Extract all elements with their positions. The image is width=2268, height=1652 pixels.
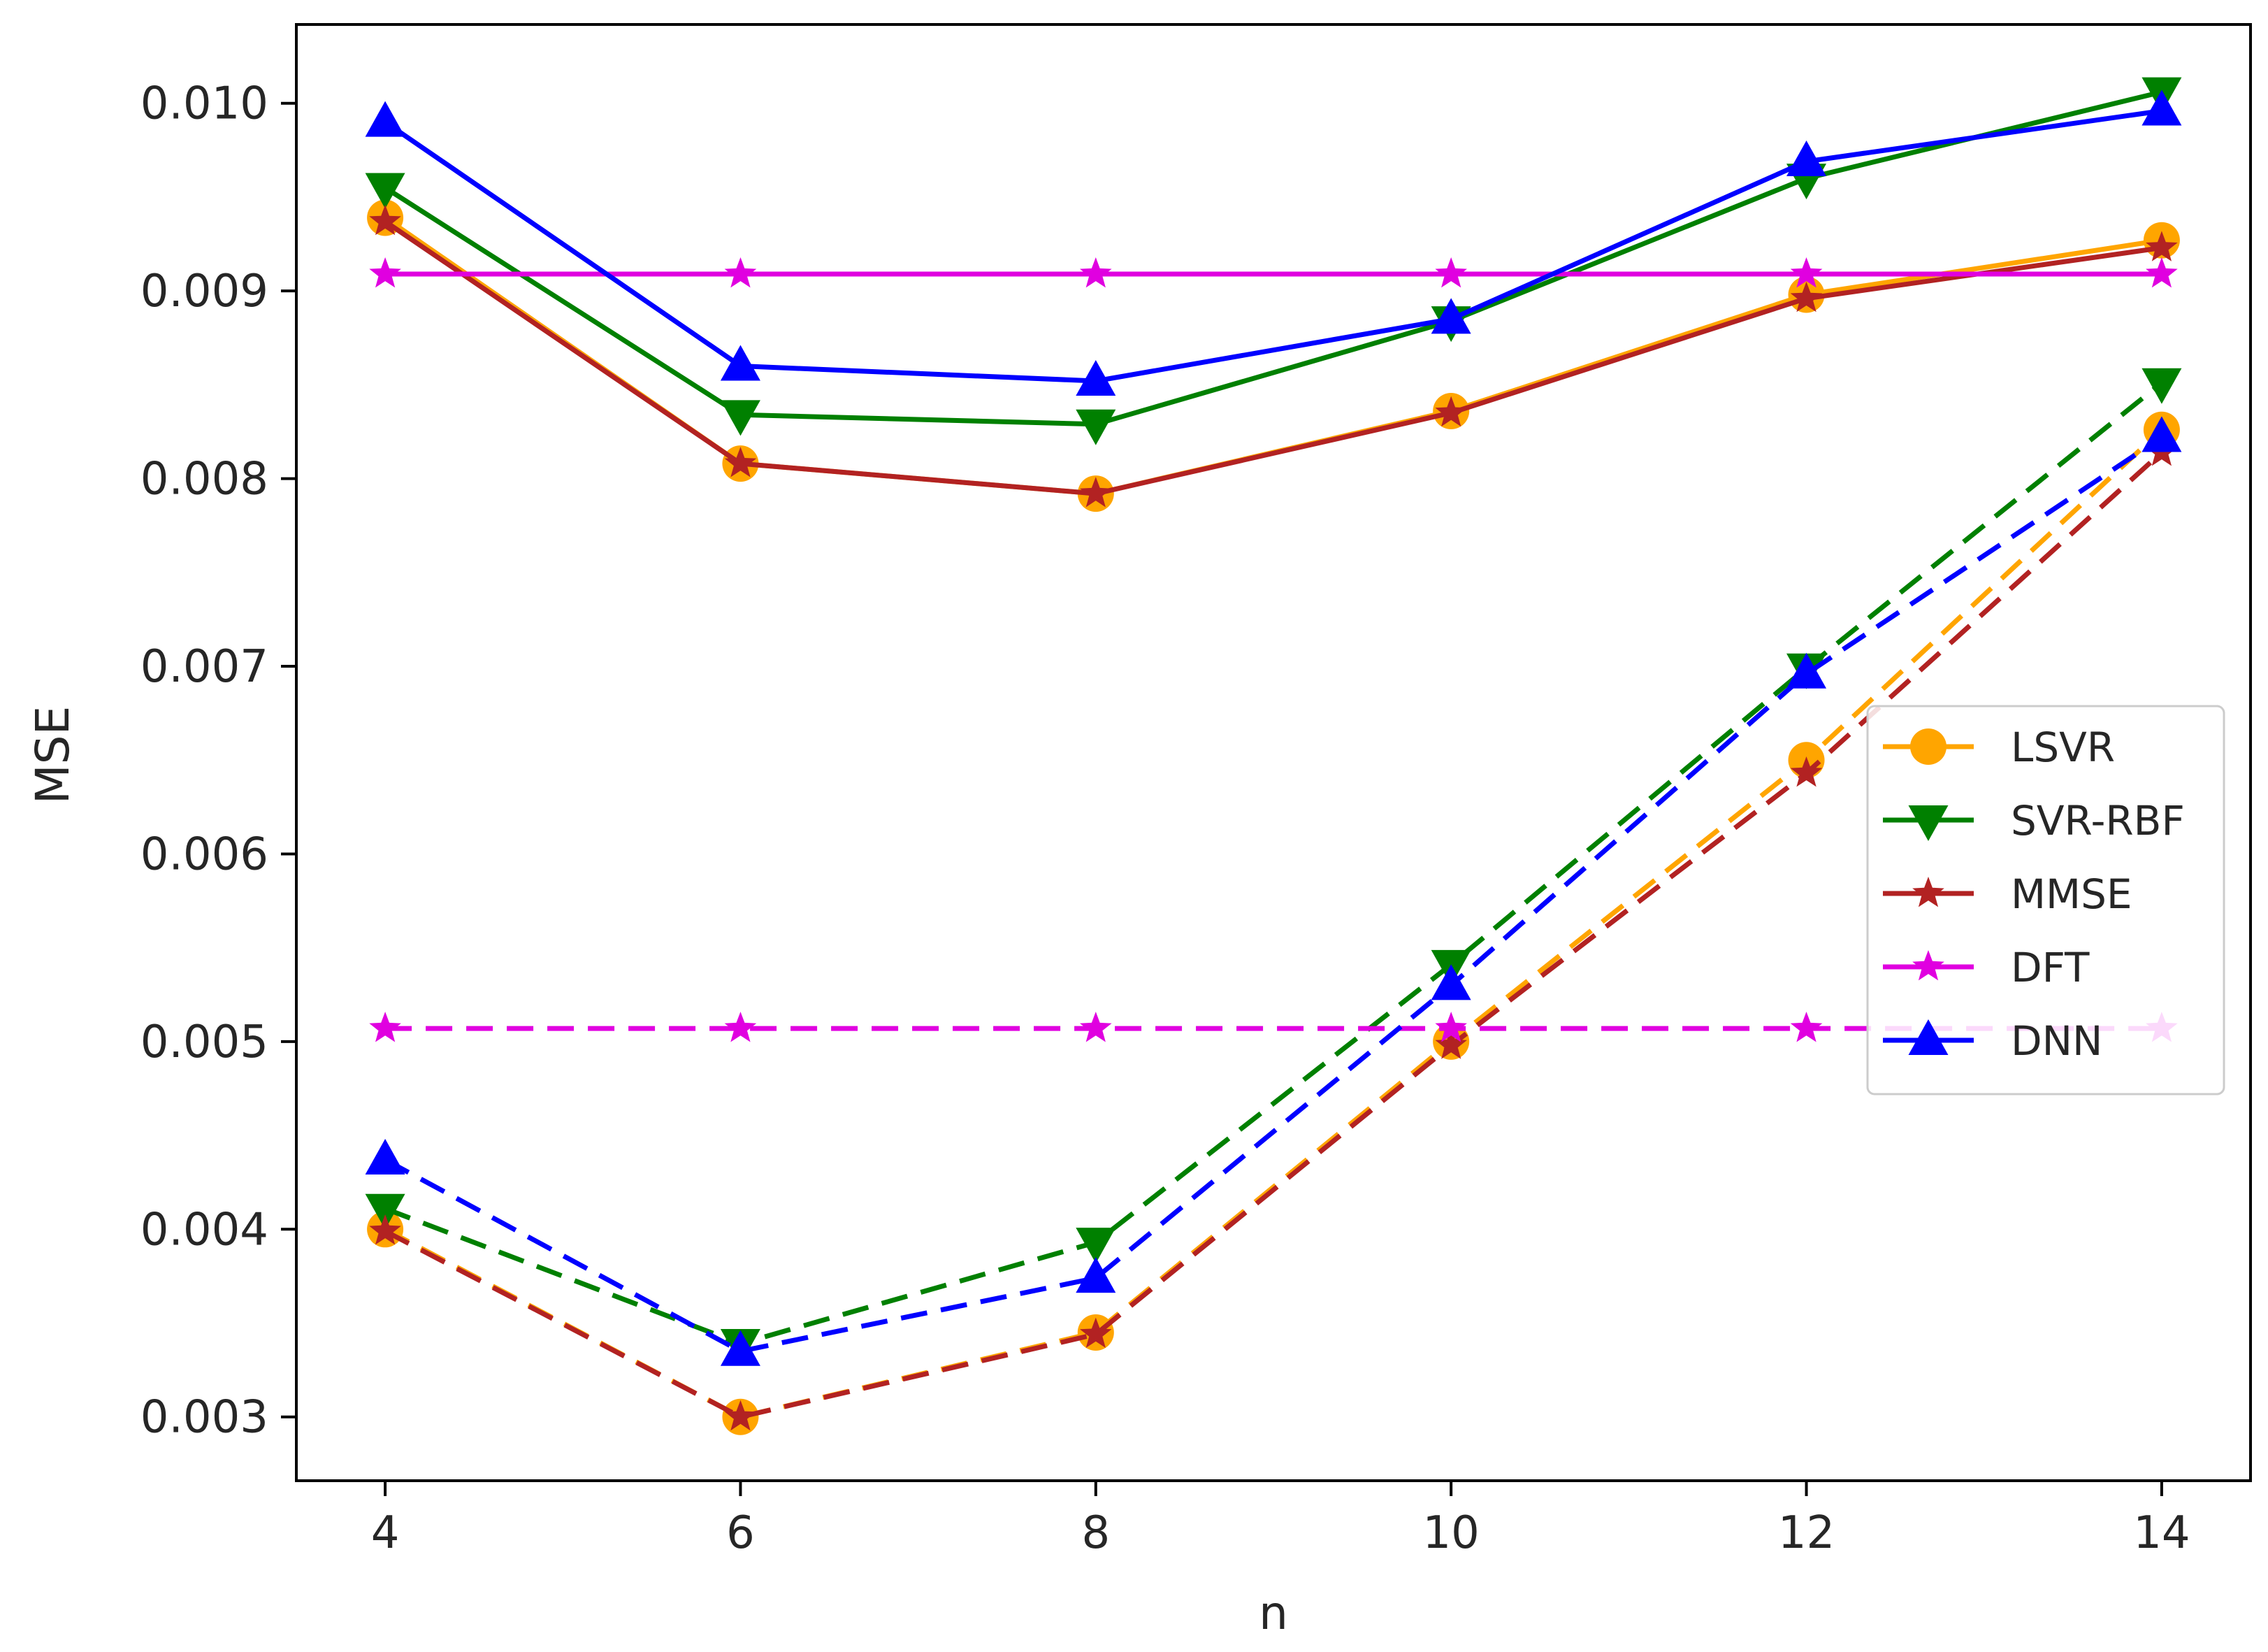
legend-item-dft: DFT (1883, 944, 2090, 991)
y-tick-label: 0.006 (140, 828, 268, 880)
legend-label: DFT (2011, 944, 2090, 991)
series-layer (365, 77, 2182, 1435)
data-point-dft-solid (724, 257, 757, 288)
data-point-mmse-dashed (724, 1400, 757, 1431)
legend-label: SVR-RBF (2011, 797, 2185, 845)
data-point-dft-dashed (1790, 1012, 1823, 1042)
legend-label: DNN (2011, 1017, 2102, 1065)
legend-item-svr-rbf: SVR-RBF (1883, 797, 2185, 845)
data-point-dft-solid (369, 257, 401, 288)
data-point-dft-solid (2146, 257, 2178, 288)
x-tick-label: 14 (2133, 1507, 2190, 1559)
legend-marker (1908, 805, 1949, 841)
legend-item-lsvr: LSVR (1883, 724, 2115, 771)
series-dft-solid (369, 257, 2178, 288)
data-point-svr-rbf-dashed (365, 1193, 405, 1230)
legend-marker (1912, 950, 1944, 981)
data-point-svr-rbf-solid (720, 400, 760, 436)
data-point-dnn-solid (1076, 360, 1116, 396)
data-point-svr-rbf-dashed (1076, 1228, 1116, 1264)
y-axis: 0.003 0.004 0.005 0.006 0.007 0.008 0.009 0.010 (140, 78, 296, 1444)
y-tick-label: 0.005 (140, 1017, 268, 1068)
x-tick-label: 10 (1422, 1507, 1479, 1559)
data-point-mmse-solid (369, 204, 401, 236)
series-mmse-solid (369, 204, 2178, 508)
data-point-dft-solid (1790, 257, 1823, 288)
data-point-mmse-dashed (1790, 756, 1823, 787)
x-tick-label: 8 (1081, 1507, 1110, 1559)
data-point-dnn-solid (720, 345, 760, 381)
data-point-dft-dashed (369, 1012, 401, 1042)
data-point-svr-rbf-solid (365, 173, 405, 209)
series-line-svr-rbf-solid (384, 89, 2162, 427)
data-point-mmse-solid (724, 447, 757, 477)
series-line-dnn-solid (384, 108, 2162, 384)
legend-box (1866, 705, 2225, 1096)
series-line-mmse-dashed (384, 450, 2164, 1420)
data-point-mmse-solid (2146, 231, 2178, 261)
legend-label: LSVR (2011, 724, 2115, 771)
y-tick-label: 0.008 (140, 454, 268, 505)
series-line-svr-rbf-dashed (384, 380, 2164, 1346)
legend: LSVR SVR-RBF MMSE DFT DNN (1866, 705, 2225, 1096)
data-point-svr-rbf-solid (1076, 409, 1116, 445)
x-tick-label: 12 (1778, 1507, 1835, 1559)
x-tick-label: 6 (726, 1507, 755, 1559)
data-point-dnn-dashed (365, 1138, 405, 1175)
series-line-mmse-solid (384, 219, 2162, 496)
data-point-dnn-solid (2141, 89, 2182, 126)
series-dnn-solid (365, 89, 2182, 396)
data-point-dnn-dashed (1431, 964, 1471, 1000)
series-line-dnn-dashed (384, 435, 2163, 1354)
plot-frame (295, 23, 2252, 1482)
legend-marker (1908, 1019, 1949, 1055)
data-point-dnn-dashed (2141, 416, 2182, 452)
data-point-mmse-solid (1790, 281, 1823, 313)
legend-label: MMSE (2011, 870, 2132, 918)
y-tick-label: 0.004 (140, 1204, 268, 1256)
data-point-dnn-dashed (720, 1330, 760, 1366)
data-point-mmse-dashed (369, 1214, 401, 1245)
data-point-mmse-dashed (1435, 1028, 1467, 1059)
legend-marker (1910, 728, 1946, 765)
data-point-dft-solid (1080, 257, 1112, 288)
data-point-dnn-solid (1431, 298, 1471, 334)
legend-marker (1912, 877, 1944, 907)
y-tick-label: 0.007 (140, 641, 268, 693)
data-point-svr-rbf-dashed (2141, 368, 2182, 404)
data-point-dft-dashed (724, 1012, 757, 1042)
y-tick-label: 0.009 (140, 266, 268, 317)
x-tick-label: 4 (371, 1507, 400, 1559)
y-tick-label: 0.003 (140, 1392, 268, 1444)
y-axis-label: MSE (26, 706, 80, 805)
data-point-dft-dashed (1435, 1012, 1467, 1042)
data-point-dnn-dashed (1786, 652, 1827, 689)
data-point-mmse-dashed (1080, 1317, 1112, 1348)
data-point-mmse-solid (1435, 396, 1467, 427)
series-dnn-dashed (365, 416, 2182, 1366)
legend-item-mmse: MMSE (1883, 870, 2132, 918)
data-point-dnn-solid (1786, 140, 1827, 176)
legend-item-dnn: DNN (1883, 1017, 2102, 1065)
data-point-mmse-solid (1080, 477, 1112, 508)
data-point-dnn-solid (365, 101, 405, 137)
data-point-dft-dashed (1080, 1012, 1112, 1042)
y-tick-label: 0.010 (140, 78, 268, 130)
data-point-dft-solid (1435, 257, 1467, 288)
x-axis-label: n (1259, 1586, 1288, 1640)
x-axis: 4 6 8 10 12 14 (371, 1481, 2190, 1559)
data-point-dnn-dashed (1076, 1257, 1116, 1293)
